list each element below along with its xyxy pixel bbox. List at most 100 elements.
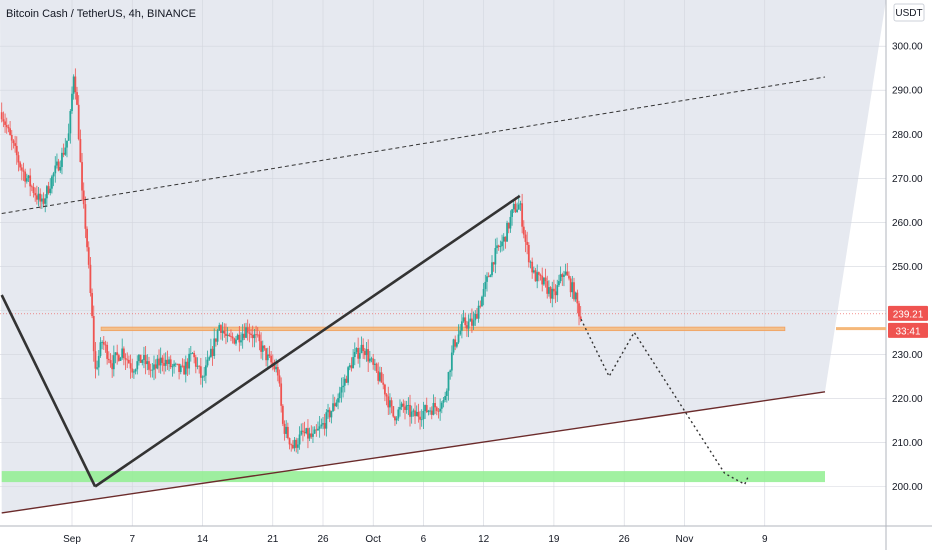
candle-body xyxy=(439,408,442,412)
candle-body xyxy=(171,366,174,368)
candle-body xyxy=(558,281,560,286)
candle-body xyxy=(220,325,222,333)
candle-body xyxy=(19,162,22,168)
candle-body xyxy=(365,349,368,356)
candle-body xyxy=(320,424,323,427)
candle-body xyxy=(395,418,398,421)
candle-body xyxy=(230,336,232,338)
candle-body xyxy=(397,409,400,419)
candle-body xyxy=(121,348,124,358)
candle-body xyxy=(410,411,413,417)
candle-body xyxy=(350,365,353,369)
candle-body xyxy=(445,390,448,397)
candle-body xyxy=(360,344,363,354)
candle-body xyxy=(273,364,276,370)
left-descending-line xyxy=(0,294,97,488)
candle-body xyxy=(333,403,336,407)
candle-body xyxy=(46,186,48,199)
candle-body xyxy=(193,353,196,358)
candle-body xyxy=(153,364,155,370)
candle-body xyxy=(504,236,507,242)
candle-body xyxy=(548,287,550,294)
candle-body xyxy=(194,357,197,367)
y-tick-label: 200.00 xyxy=(892,482,923,493)
candle-body xyxy=(571,282,574,293)
candle-body xyxy=(497,245,500,248)
candle-body xyxy=(12,140,15,144)
candle-body xyxy=(507,222,510,229)
candle-body xyxy=(549,287,552,299)
candle-body xyxy=(286,426,289,439)
candle-body xyxy=(422,410,425,420)
candle-body xyxy=(486,276,488,282)
x-tick-label: 21 xyxy=(267,534,279,545)
y-tick-label: 280.00 xyxy=(892,130,923,141)
candle-body xyxy=(541,275,544,285)
candle-body xyxy=(27,175,30,179)
candle-body xyxy=(114,352,117,356)
candle-body xyxy=(49,188,52,194)
candle-body xyxy=(42,198,45,204)
candle-body xyxy=(447,372,450,391)
candle-body xyxy=(61,152,63,167)
candle-body xyxy=(467,321,470,329)
candle-body xyxy=(305,428,308,434)
candle-body xyxy=(432,403,435,415)
candle-body xyxy=(308,433,311,439)
candle-body xyxy=(459,330,462,335)
candle-body xyxy=(176,363,179,365)
candle-body xyxy=(434,403,437,408)
candle-body xyxy=(0,112,3,120)
candle-body xyxy=(228,334,231,337)
candle-body xyxy=(122,348,125,359)
candle-body xyxy=(437,410,440,412)
candle-body xyxy=(404,406,406,411)
candle-body xyxy=(198,365,201,367)
candle-body xyxy=(179,365,182,373)
candle-body xyxy=(62,152,65,155)
candle-body xyxy=(231,336,234,339)
candle-body xyxy=(298,434,301,445)
candle-body xyxy=(313,429,316,434)
candle-body xyxy=(54,165,57,174)
candle-body xyxy=(25,178,28,182)
candle-body xyxy=(574,292,577,300)
candle-body xyxy=(444,396,447,401)
candle-body xyxy=(466,325,468,329)
candle-body xyxy=(487,276,490,278)
candle-body xyxy=(409,404,411,417)
candle-body xyxy=(564,271,567,275)
candle-body xyxy=(430,410,433,415)
candle-body xyxy=(32,186,35,194)
candle-body xyxy=(143,355,145,361)
candle-body xyxy=(348,365,351,368)
candle-body xyxy=(2,119,5,122)
candle-body xyxy=(117,355,120,361)
candle-body xyxy=(248,332,251,334)
candle-body xyxy=(394,416,396,421)
currency-button[interactable]: USDT xyxy=(893,3,925,22)
candle-body xyxy=(355,348,358,353)
candle-body xyxy=(484,281,487,289)
candle-body xyxy=(35,195,38,200)
candle-body xyxy=(315,429,318,431)
candle-body xyxy=(173,363,175,367)
candle-body xyxy=(39,193,42,202)
candle-body xyxy=(454,339,457,347)
candle-body xyxy=(213,338,216,356)
candle-body xyxy=(133,371,135,373)
candle-body xyxy=(225,333,227,336)
candle-body xyxy=(168,359,170,365)
candle-body xyxy=(400,403,403,408)
candle-body xyxy=(417,411,420,417)
candle-body xyxy=(278,375,281,384)
resistance-zone xyxy=(100,326,786,332)
candle-body xyxy=(67,133,70,141)
candle-body xyxy=(188,353,191,369)
candle-body xyxy=(569,278,572,293)
candle-body xyxy=(412,410,415,412)
candle-body xyxy=(327,409,329,413)
drawings xyxy=(0,76,826,514)
candle-body xyxy=(164,359,167,366)
